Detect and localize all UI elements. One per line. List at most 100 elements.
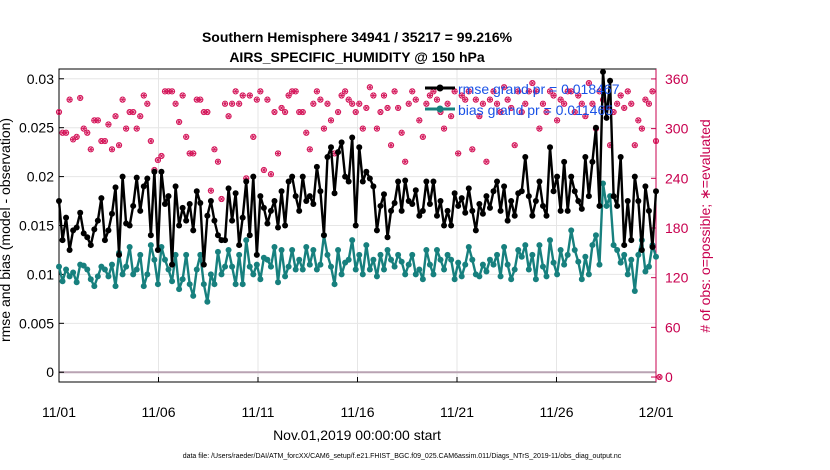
obs-evaluated-stroke <box>445 100 450 107</box>
obs-evaluated-stroke <box>597 88 602 95</box>
obs-evaluated-stroke <box>428 92 432 99</box>
rmse-point <box>250 173 257 180</box>
obs-evaluated-stroke <box>625 88 630 95</box>
obs-evaluated-stroke <box>470 146 475 153</box>
y-axis-right: 0 60 120 180 240 300 360 <box>651 69 689 385</box>
obs-evaluated-point <box>522 100 529 107</box>
obs-evaluated-stroke <box>78 95 83 101</box>
obs-evaluated-stroke <box>184 134 189 140</box>
obs-evaluated-point <box>328 117 335 124</box>
obs-evaluated-stroke <box>534 88 538 95</box>
obs-evaluated-stroke <box>71 136 76 143</box>
bias-point <box>610 242 617 249</box>
obs-evaluated-point <box>441 125 448 132</box>
obs-evaluated-point <box>154 157 161 163</box>
rmse-point <box>183 217 190 224</box>
rmse-point <box>596 202 603 209</box>
rmse-point <box>154 246 161 253</box>
bias-point <box>508 276 515 283</box>
obs-evaluated-point <box>373 125 380 132</box>
obs-evaluated-stroke <box>650 88 655 95</box>
bias-point <box>585 271 592 278</box>
obs-evaluated-point <box>306 146 313 153</box>
obs-evaluated-point <box>617 92 624 99</box>
obs-evaluated-point <box>140 92 147 99</box>
obs-evaluated-stroke <box>611 109 616 115</box>
obs-evaluated-stroke <box>406 100 411 107</box>
rmse-point <box>126 222 133 229</box>
bias-point <box>603 202 610 209</box>
obs-evaluated-stroke <box>339 92 344 99</box>
rmse-point <box>455 202 462 209</box>
bias-point <box>539 263 546 270</box>
obs-evaluated-point <box>310 100 317 107</box>
bias-point <box>469 256 476 263</box>
rmse-point <box>200 261 207 268</box>
rmse-point <box>77 209 84 216</box>
obs-evaluated-stroke <box>233 88 238 95</box>
rmse-point <box>624 198 631 205</box>
obs-evaluated-point <box>324 100 331 107</box>
bias-point <box>264 256 271 263</box>
x-tick-label: 11/01 <box>42 404 76 420</box>
bias-point <box>359 271 366 278</box>
y-left-tick-label: 0.02 <box>27 169 54 185</box>
bias-point <box>409 251 416 258</box>
rmse-point <box>130 202 137 209</box>
obs-evaluated-stroke <box>530 80 535 86</box>
bias-point <box>504 261 511 268</box>
bias-point <box>419 276 426 283</box>
obs-evaluated-stroke <box>187 150 192 157</box>
rmse-point <box>349 134 356 141</box>
obs-evaluated-stroke <box>569 88 574 95</box>
obs-evaluated-stroke <box>343 88 348 95</box>
obs-evaluated-point <box>239 92 246 99</box>
bias-point <box>462 261 469 268</box>
rmse-point <box>267 207 274 214</box>
rmse-point <box>589 158 596 165</box>
bias-point <box>306 261 313 268</box>
obs-evaluated-point <box>497 109 504 115</box>
obs-evaluated-stroke <box>307 146 312 153</box>
rmse-point <box>575 198 582 205</box>
bias-point <box>423 246 430 253</box>
rmse-point <box>222 237 229 244</box>
x-tick-label: 11/26 <box>540 404 574 420</box>
rmse-point <box>211 217 218 224</box>
bias-point <box>94 273 101 280</box>
rmse-point <box>246 232 253 239</box>
bias-point <box>624 271 631 278</box>
bias-point <box>257 276 264 283</box>
obs-evaluated-point <box>232 88 239 95</box>
obs-evaluated-point <box>285 92 292 99</box>
bias-point <box>621 251 628 258</box>
obs-evaluated-point <box>448 113 455 120</box>
obs-evaluated-stroke <box>88 146 93 153</box>
obs-evaluated-stroke <box>67 96 72 103</box>
obs-evaluated-point <box>214 158 221 165</box>
obs-evaluated-point <box>444 100 451 107</box>
bias-point <box>303 244 310 251</box>
rmse-point <box>176 222 183 229</box>
obs-evaluated-stroke <box>509 105 514 111</box>
obs-evaluated-stroke <box>541 100 545 107</box>
obs-evaluated-point <box>465 88 472 95</box>
obs-evaluated-stroke <box>537 125 542 132</box>
obs-evaluated-stroke <box>64 129 68 136</box>
bias-point <box>239 281 246 288</box>
bias-point <box>172 251 179 258</box>
obs-evaluated-stroke <box>103 138 107 144</box>
bias-point <box>154 281 161 288</box>
rmse-series <box>56 68 659 268</box>
bias-point <box>600 180 607 187</box>
obs-evaluated-stroke <box>424 100 429 107</box>
obs-evaluated-point <box>105 121 112 128</box>
obs-evaluated-stroke <box>523 100 528 107</box>
obs-evaluated-stroke <box>117 142 121 149</box>
obs-evaluated-point <box>94 117 101 124</box>
obs-evaluated-point <box>656 374 663 380</box>
obs-evaluated-point <box>395 105 402 111</box>
obs-evaluated-point <box>363 105 370 111</box>
obs-evaluated-stroke <box>360 125 365 132</box>
bias-point <box>214 248 221 255</box>
